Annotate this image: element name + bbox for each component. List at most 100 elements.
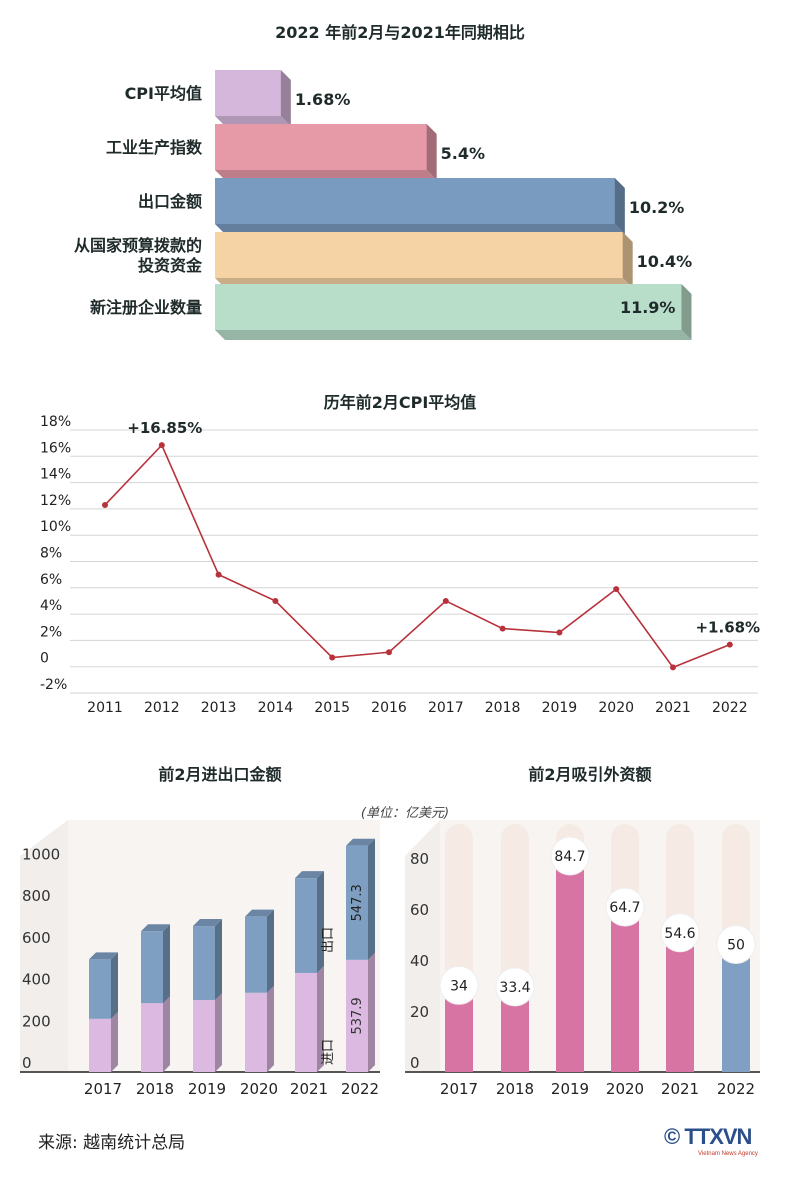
comparison-bar-label: 投资资金 bbox=[138, 256, 203, 275]
comparison-bar-value: 10.2% bbox=[629, 198, 685, 217]
trade-y-tick: 600 bbox=[22, 929, 51, 947]
ttxvn-logo: © TTXVN Vietnam News Agency bbox=[664, 1124, 780, 1158]
trade-export-bar bbox=[193, 926, 215, 1001]
fdi-value-badge bbox=[495, 967, 535, 1007]
fdi-title: 前2月吸引外资额 bbox=[528, 765, 651, 784]
trade-export-bar bbox=[141, 931, 163, 1004]
logo-text: © TTXVN bbox=[664, 1124, 752, 1149]
comparison-bar-bottom bbox=[215, 116, 291, 126]
trade-export-top bbox=[295, 871, 324, 879]
cpi-y-tick: 16% bbox=[40, 440, 71, 456]
cpi-title: 历年前2月CPI平均值 bbox=[324, 393, 477, 412]
trade-export-side bbox=[163, 924, 170, 1004]
trade-import-bar bbox=[245, 992, 267, 1072]
trade-x-tick: 2019 bbox=[188, 1080, 226, 1098]
comparison-bar-label: 新注册企业数量 bbox=[90, 298, 202, 317]
logo-subtext: Vietnam News Agency bbox=[698, 1151, 758, 1157]
cpi-point bbox=[215, 571, 222, 578]
cpi-y-tick: 4% bbox=[40, 598, 62, 614]
cpi-point bbox=[670, 664, 676, 671]
fdi-value-badge bbox=[550, 836, 590, 876]
cpi-point bbox=[499, 625, 506, 632]
comparison-bar-bottom bbox=[215, 330, 692, 340]
fdi-value-badge bbox=[605, 887, 645, 927]
trade-import-bar bbox=[141, 1003, 163, 1072]
fdi-value-label: 54.6 bbox=[664, 926, 695, 942]
comparison-bar-label: CPI平均值 bbox=[125, 84, 202, 103]
fdi-y-tick: 60 bbox=[410, 901, 429, 919]
comparison-title: 2022 年前2月与2021年同期相比 bbox=[275, 23, 525, 42]
fdi-x-tick: 2022 bbox=[717, 1080, 755, 1098]
comparison-bar bbox=[215, 178, 615, 224]
trade-export-bar bbox=[245, 916, 267, 993]
comparison-bar-bottom bbox=[215, 224, 625, 234]
trade-y-tick: 0 bbox=[22, 1054, 32, 1072]
fdi-bar bbox=[666, 932, 694, 1072]
cpi-x-tick: 2013 bbox=[201, 700, 237, 716]
trade-x-tick: 2020 bbox=[240, 1080, 278, 1098]
trade-export-side bbox=[215, 919, 222, 1001]
cpi-y-tick: 14% bbox=[40, 467, 71, 483]
trade-import-side bbox=[368, 952, 375, 1072]
trade-import-side bbox=[111, 1011, 118, 1072]
trade-export-bar bbox=[89, 959, 111, 1019]
comparison-bar-value: 1.68% bbox=[295, 90, 351, 109]
trade-import-bar bbox=[89, 1018, 111, 1072]
cpi-y-tick: 18% bbox=[40, 414, 71, 430]
cpi-y-tick: 8% bbox=[40, 546, 62, 562]
comparison-bar bbox=[215, 70, 281, 116]
cpi-x-tick: 2017 bbox=[428, 700, 464, 716]
trade-unit: (单位：亿美元) bbox=[361, 805, 449, 821]
cpi-annotation: +1.68% bbox=[695, 619, 760, 637]
trade-title: 前2月进出口金额 bbox=[158, 765, 281, 784]
trade-export-top bbox=[346, 838, 375, 846]
trade-x-tick: 2017 bbox=[84, 1080, 122, 1098]
cpi-annotation: +16.85% bbox=[127, 419, 202, 437]
cpi-x-tick: 2016 bbox=[371, 700, 407, 716]
cpi-x-tick: 2014 bbox=[258, 700, 294, 716]
fdi-x-tick: 2021 bbox=[661, 1080, 699, 1098]
cpi-y-tick: 12% bbox=[40, 493, 71, 509]
comparison-bar-value: 10.4% bbox=[637, 252, 693, 271]
trade-export-top bbox=[141, 924, 170, 932]
fdi-value-badge bbox=[660, 913, 700, 953]
trade-import-side bbox=[267, 985, 274, 1072]
fdi-value-badge bbox=[716, 925, 756, 964]
cpi-point bbox=[726, 641, 733, 648]
trade-x-tick: 2022 bbox=[341, 1080, 379, 1098]
cpi-line-chart: 18% 16% 14% 12% 10% 8% 6% 4% 2% 0 -2% 2011 2012 2013 2… bbox=[40, 414, 760, 716]
fdi-x-tick: 2019 bbox=[551, 1080, 589, 1098]
comparison-bar bbox=[215, 284, 682, 330]
trade-import-label: 进口 bbox=[321, 1039, 336, 1065]
cpi-x-tick: 2018 bbox=[485, 700, 521, 716]
comparison-bar bbox=[215, 124, 427, 170]
comparison-bar-bottom bbox=[215, 170, 437, 180]
fdi-bar bbox=[611, 907, 639, 1072]
cpi-point bbox=[158, 442, 165, 449]
trade-y-tick: 200 bbox=[22, 1012, 51, 1030]
cpi-y-tick: 6% bbox=[40, 572, 62, 588]
trade-export-value: 547.3 bbox=[350, 884, 365, 921]
trade-y-tick: 1000 bbox=[22, 846, 60, 864]
cpi-x-tick: 2020 bbox=[598, 700, 634, 716]
cpi-x-tick: 2019 bbox=[542, 700, 578, 716]
comparison-bar-label: 出口金额 bbox=[138, 192, 202, 211]
fdi-bar-chart: 80 60 40 20 0 34 2017 33.4 2018 84.7 2019 64.7 2020 5… bbox=[405, 820, 760, 1098]
comparison-bar-chart: CPI平均值 1.68% 工业生产指数 5.4% 出口金额 10.2% 从国家预算拨款的投资… bbox=[74, 70, 692, 340]
trade-x-tick: 2018 bbox=[136, 1080, 174, 1098]
cpi-x-tick: 2012 bbox=[144, 700, 180, 716]
cpi-series-line bbox=[104, 443, 731, 669]
comparison-bar-value: 11.9% bbox=[620, 298, 676, 317]
trade-import-value: 537.9 bbox=[350, 997, 365, 1034]
trade-export-side bbox=[111, 952, 118, 1019]
trade-export-top bbox=[89, 952, 118, 960]
cpi-x-tick: 2011 bbox=[87, 700, 123, 716]
fdi-value-badge bbox=[439, 965, 479, 1005]
fdi-value-label: 33.4 bbox=[499, 980, 530, 996]
trade-export-bar bbox=[295, 878, 317, 973]
comparison-bar bbox=[215, 232, 623, 278]
trade-import-bar bbox=[193, 1000, 215, 1072]
trade-import-side bbox=[317, 965, 324, 1072]
comparison-bar-value: 5.4% bbox=[441, 144, 485, 163]
